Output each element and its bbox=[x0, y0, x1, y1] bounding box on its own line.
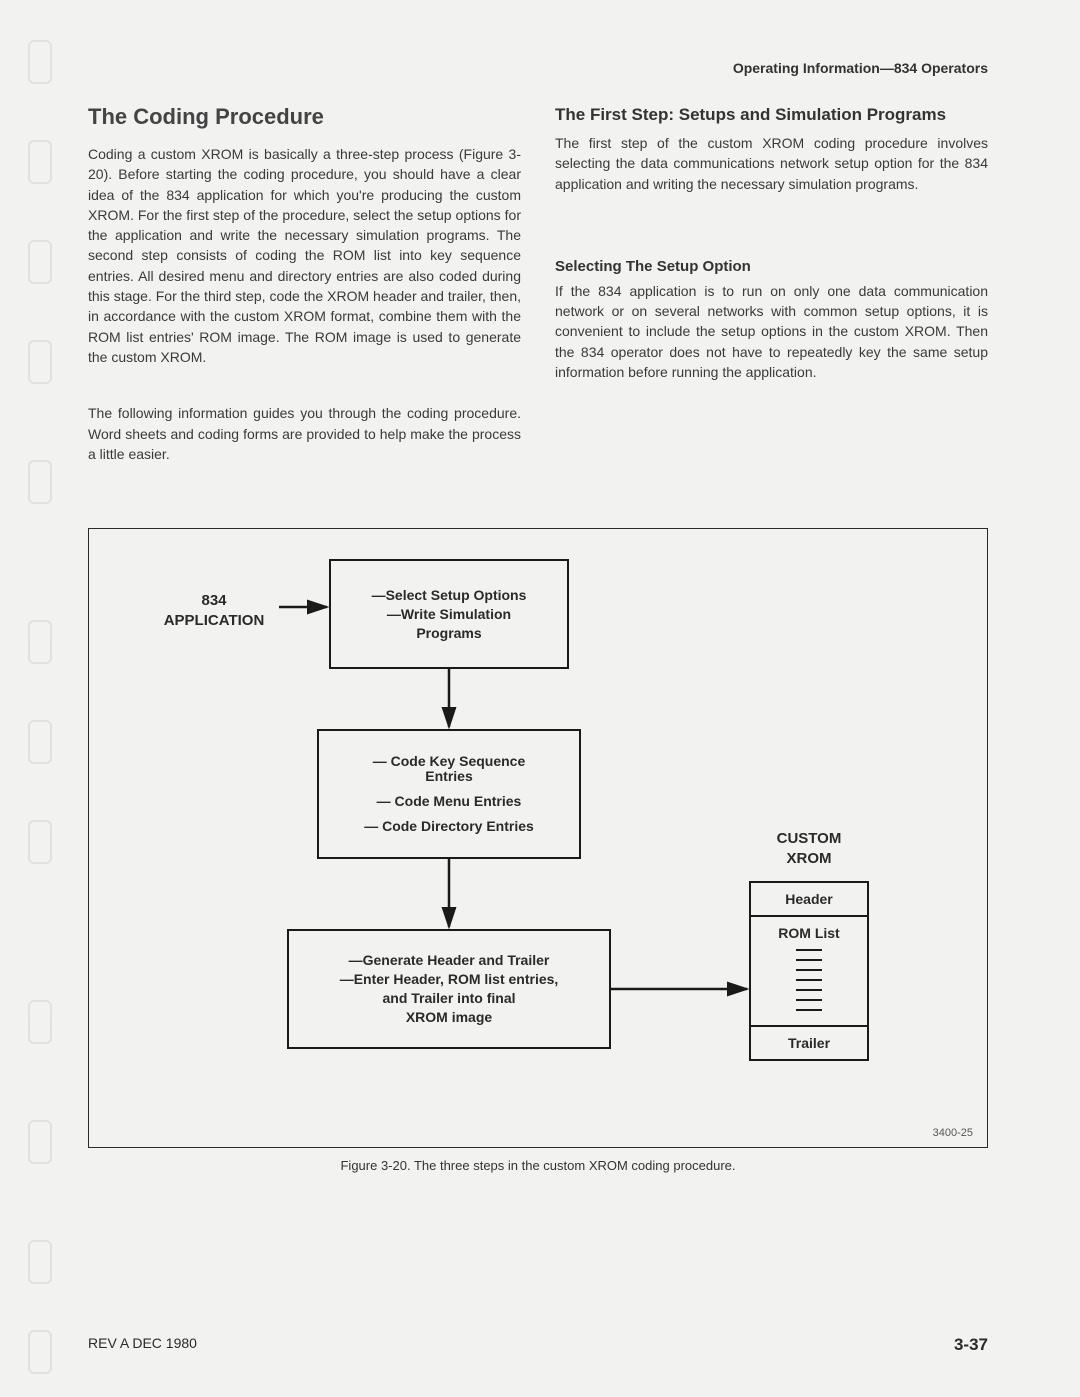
xrom-title-l2: XROM bbox=[787, 850, 832, 867]
figure-ref: 3400-25 bbox=[933, 1127, 973, 1139]
page-footer: REV A DEC 1980 3-37 bbox=[88, 1335, 988, 1355]
figure-3-20: 834 APPLICATION —Select Setup Options —W… bbox=[88, 528, 988, 1148]
page-number: 3-37 bbox=[954, 1335, 988, 1355]
step2-l3: — Code Menu Entries bbox=[329, 792, 569, 811]
figure-caption: Figure 3-20. The three steps in the cust… bbox=[88, 1158, 988, 1173]
right-p1: The first step of the custom XROM coding… bbox=[555, 133, 988, 194]
left-column: The Coding Procedure Coding a custom XRO… bbox=[88, 104, 521, 482]
rev-text: REV A DEC 1980 bbox=[88, 1335, 197, 1355]
romlist-lines bbox=[755, 941, 863, 1017]
xrom-stack: Header ROM List Trailer bbox=[749, 881, 869, 1061]
running-head: Operating Information—834 Operators bbox=[88, 60, 988, 76]
xrom-romlist-cell: ROM List bbox=[751, 917, 867, 1027]
step3-l1: —Generate Header and Trailer bbox=[299, 951, 599, 970]
xrom-label: CUSTOM XROM bbox=[739, 829, 879, 868]
app-label-l2: APPLICATION bbox=[164, 612, 265, 629]
binding-shadow bbox=[8, 0, 72, 1397]
step3-box: —Generate Header and Trailer —Enter Head… bbox=[287, 929, 611, 1049]
xrom-title-l1: CUSTOM bbox=[777, 830, 842, 847]
step3-l2: —Enter Header, ROM list entries, bbox=[299, 970, 599, 989]
xrom-trailer-cell: Trailer bbox=[751, 1027, 867, 1059]
section-title-left: The Coding Procedure bbox=[88, 104, 521, 130]
step1-l2: —Write Simulation bbox=[341, 605, 557, 624]
step1-l1: —Select Setup Options bbox=[341, 586, 557, 605]
step3-l3: and Trailer into final bbox=[299, 989, 599, 1008]
step1-box: —Select Setup Options —Write Simulation … bbox=[329, 559, 569, 669]
step1-l3: Programs bbox=[341, 624, 557, 643]
xrom-romlist-label: ROM List bbox=[778, 925, 839, 941]
app-label-l1: 834 bbox=[201, 592, 226, 609]
step2-l4: — Code Directory Entries bbox=[329, 817, 569, 836]
app-label: 834 APPLICATION bbox=[149, 591, 279, 630]
section-title-right: The First Step: Setups and Simulation Pr… bbox=[555, 104, 988, 127]
subsection-title: Selecting The Setup Option bbox=[555, 258, 988, 275]
xrom-header-cell: Header bbox=[751, 883, 867, 917]
page-content: Operating Information—834 Operators The … bbox=[88, 60, 988, 1173]
left-p2: The following information guides you thr… bbox=[88, 403, 521, 464]
step2-l2: Entries bbox=[329, 767, 569, 786]
step2-box: — Code Key Sequence Entries — Code Menu … bbox=[317, 729, 581, 859]
right-p2: If the 834 application is to run on only… bbox=[555, 281, 988, 382]
right-column: The First Step: Setups and Simulation Pr… bbox=[555, 104, 988, 482]
step3-l4: XROM image bbox=[299, 1008, 599, 1027]
left-p1: Coding a custom XROM is basically a thre… bbox=[88, 144, 521, 367]
